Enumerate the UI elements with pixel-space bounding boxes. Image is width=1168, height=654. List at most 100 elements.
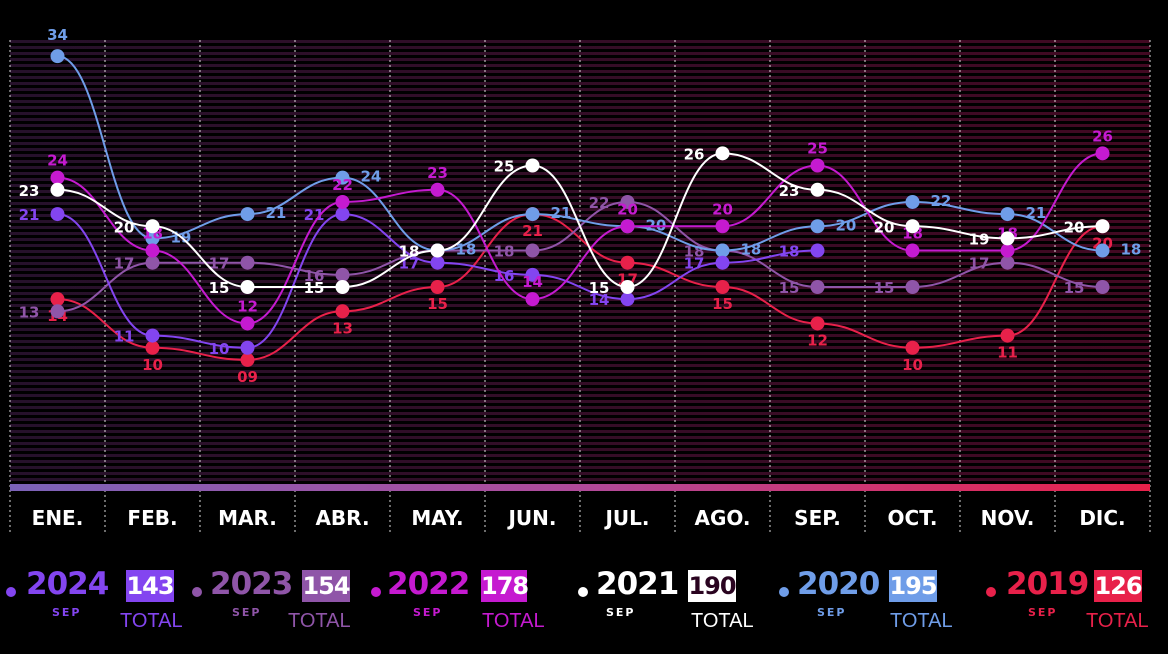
legend-year-2019: 2019 xyxy=(1006,566,1089,602)
legend-sub-2019: SEP xyxy=(1028,606,1058,619)
month-label-3: ABR. xyxy=(315,506,369,530)
data-label-2020-11: 18 xyxy=(1121,241,1142,259)
legend-total-label-2020: TOTAL xyxy=(890,610,953,632)
legend-item-2022: 2022 SEP 178 TOTAL xyxy=(371,560,551,640)
data-label-2023-5: 18 xyxy=(494,243,515,261)
point-2019-4 xyxy=(430,280,445,294)
data-label-2024-6: 14 xyxy=(589,291,610,309)
legend-sub-2020: SEP xyxy=(817,606,847,619)
data-label-2020-3: 24 xyxy=(361,168,382,186)
point-2023-11 xyxy=(1095,280,1110,294)
data-label-2021-0: 23 xyxy=(19,182,40,200)
legend-sub-2022: SEP xyxy=(413,606,443,619)
point-2021-1 xyxy=(145,219,160,234)
month-label-8: SEP. xyxy=(794,506,841,530)
data-label-2023-2: 17 xyxy=(209,255,230,273)
line-chart: ENE. FEB. MAR. ABR. MAY. JUN. JUL. AGO. SEP. OCT.… xyxy=(9,26,1151,535)
series-line-2023 xyxy=(57,200,1103,313)
data-label-2020-0: 34 xyxy=(47,26,68,44)
point-2024-7 xyxy=(715,255,730,270)
point-2023-9 xyxy=(905,280,920,294)
data-label-2019-8: 12 xyxy=(807,331,828,349)
point-2021-4 xyxy=(430,243,445,258)
data-label-2022-2: 12 xyxy=(237,297,258,315)
legend-item-2020: 2020 SEP 195 TOTAL xyxy=(779,560,969,640)
point-2022-1 xyxy=(145,243,160,258)
point-2024-3 xyxy=(335,207,350,222)
series-2022: 24 18 12 22 23 14 20 20 25 18 18 26 xyxy=(47,127,1113,331)
data-label-2023-10: 17 xyxy=(969,255,990,273)
data-label-2020-5: 21 xyxy=(551,204,572,222)
point-2022-3 xyxy=(335,194,350,209)
data-label-2022-5: 14 xyxy=(522,273,543,291)
point-2023-2 xyxy=(240,255,255,270)
point-2020-1 xyxy=(145,231,160,246)
series-line-2019 xyxy=(57,213,1103,361)
data-label-2021-10: 19 xyxy=(969,230,990,248)
data-label-2019-5: 21 xyxy=(522,222,543,240)
point-2022-5 xyxy=(525,292,540,307)
month-label-6: JUL. xyxy=(603,506,649,530)
month-label-9: OCT. xyxy=(888,506,938,530)
series-2021: 23 20 15 15 18 25 15 26 23 20 19 20 xyxy=(19,145,1110,297)
data-label-2019-1: 10 xyxy=(142,356,163,374)
legend-total-label-2023: TOTAL xyxy=(288,610,351,632)
point-2023-10 xyxy=(1000,255,1015,270)
legend-total-label-2024: TOTAL xyxy=(120,610,183,632)
point-2023-6 xyxy=(620,194,635,209)
data-label-2019-3: 13 xyxy=(332,319,353,337)
data-label-2023-6: 22 xyxy=(589,194,610,212)
legend-item-2021: 2021 SEP 190 TOTAL xyxy=(578,560,768,640)
data-label-2024-3: 21 xyxy=(304,206,325,224)
legend-total-value-2019: 126 xyxy=(1094,570,1143,602)
data-label-2022-3: 22 xyxy=(332,176,353,194)
point-2021-11 xyxy=(1095,219,1110,234)
data-label-2022-0: 24 xyxy=(47,152,68,170)
legend-sub-2023: SEP xyxy=(232,606,262,619)
point-2021-7 xyxy=(715,146,730,161)
point-2022-9 xyxy=(905,243,920,258)
data-label-2021-4: 18 xyxy=(399,243,420,261)
point-2022-4 xyxy=(430,182,445,197)
data-label-2024-8: 18 xyxy=(779,243,800,261)
data-label-2020-7: 18 xyxy=(741,241,762,259)
month-label-2: MAR. xyxy=(218,506,277,530)
point-2020-0 xyxy=(50,49,65,64)
point-2023-0 xyxy=(50,304,65,319)
point-2019-9 xyxy=(905,340,920,355)
month-label-5: JUN. xyxy=(506,506,556,530)
point-2024-1 xyxy=(145,328,160,343)
legend-total-label-2022: TOTAL xyxy=(482,610,545,632)
point-2021-5 xyxy=(525,158,540,173)
legend-total-label-2019: TOTAL xyxy=(1086,610,1149,632)
data-label-2022-8: 25 xyxy=(807,140,828,158)
legend-total-value-2023: 154 xyxy=(302,570,351,602)
data-label-2019-2: 09 xyxy=(237,368,258,386)
data-label-2023-1: 17 xyxy=(114,255,135,273)
month-label-0: ENE. xyxy=(32,506,84,530)
x-axis-bar xyxy=(10,484,1150,491)
legend-dot-2020 xyxy=(779,587,789,597)
data-label-2019-10: 11 xyxy=(997,344,1018,362)
point-2023-1 xyxy=(145,255,160,270)
point-2021-6 xyxy=(620,280,635,294)
point-2019-2 xyxy=(240,352,255,367)
data-label-2020-10: 21 xyxy=(1026,204,1047,222)
data-label-2021-1: 20 xyxy=(114,218,135,236)
point-2023-3 xyxy=(335,267,350,282)
point-2020-11 xyxy=(1095,243,1110,258)
legend-item-2023: 2023 SEP 154 TOTAL xyxy=(192,560,364,640)
point-2024-5 xyxy=(525,267,540,282)
data-label-2021-7: 26 xyxy=(684,145,705,163)
data-label-2019-7: 15 xyxy=(712,295,733,313)
data-label-2024-7: 17 xyxy=(684,255,705,273)
point-2019-6 xyxy=(620,255,635,270)
point-2020-10 xyxy=(1000,207,1015,222)
data-label-2023-9: 15 xyxy=(874,279,895,297)
point-2024-8 xyxy=(810,243,825,258)
data-label-2022-6: 20 xyxy=(617,200,638,218)
point-2019-7 xyxy=(715,280,730,294)
point-2023-5 xyxy=(525,243,540,258)
legend-total-label-2021: TOTAL xyxy=(691,610,754,632)
legend-year-2020: 2020 xyxy=(797,566,880,602)
